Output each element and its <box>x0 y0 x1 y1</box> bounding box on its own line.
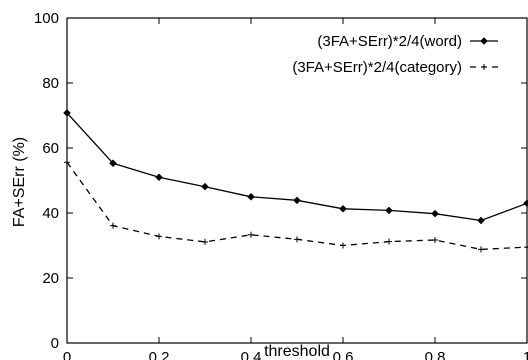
data-point <box>523 199 528 208</box>
series-layer <box>63 109 528 253</box>
data-point <box>385 206 393 215</box>
y-tick-label: 40 <box>42 205 59 222</box>
data-point <box>431 209 439 218</box>
series-line <box>66 112 528 222</box>
series-category <box>64 159 528 253</box>
x-tick-label: 0.6 <box>333 349 354 360</box>
y-tick-label: 80 <box>42 75 59 92</box>
data-point <box>247 192 255 201</box>
x-axis-label: threshold <box>264 343 330 360</box>
x-tick-label: 0.2 <box>149 349 170 360</box>
data-point <box>293 196 301 205</box>
data-point <box>339 204 347 213</box>
x-tick-label: 1 <box>523 349 528 360</box>
plot-axes <box>66 17 528 344</box>
legend: (3FA+SErr)*2/4(word) (3FA+SErr)*2/4(categ… <box>292 33 498 76</box>
y-axis-label: FA+SErr (%) <box>11 137 28 227</box>
x-tick-label: 0.8 <box>425 349 446 360</box>
series-word <box>63 109 528 225</box>
y-tick-label: 20 <box>42 270 59 287</box>
data-point <box>63 109 71 117</box>
x-tick-label: 0.4 <box>241 349 262 360</box>
axis-ticks: 0 0.2 0.4 0.6 0.8 1 0 20 40 60 80 100 <box>34 10 528 360</box>
data-point <box>201 182 209 191</box>
data-point <box>109 159 117 168</box>
y-tick-label: 60 <box>42 140 59 157</box>
data-point <box>477 216 485 225</box>
y-tick-label: 0 <box>51 335 59 352</box>
legend-label: (3FA+SErr)*2/4(category) <box>292 59 462 76</box>
y-tick-label: 100 <box>34 10 59 27</box>
legend-swatch-marker <box>480 37 488 45</box>
data-point <box>155 173 163 182</box>
plot-frame <box>66 17 528 344</box>
x-tick-label: 0 <box>63 349 71 360</box>
legend-label: (3FA+SErr)*2/4(word) <box>317 33 462 50</box>
